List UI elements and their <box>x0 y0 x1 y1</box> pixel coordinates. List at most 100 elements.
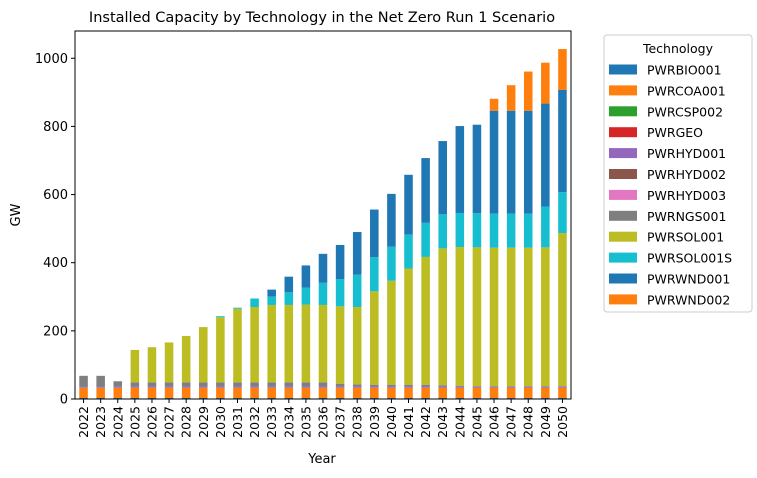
bar-segment-pwrngs001-2026 <box>148 382 157 386</box>
chart-title: Installed Capacity by Technology in the … <box>89 10 555 26</box>
bar-segment-pwrcoa001-2037 <box>336 388 345 398</box>
bar-segment-pwrsol001s-2045 <box>473 213 482 247</box>
bar-segment-pwrsol001s-2042 <box>421 223 430 257</box>
bar-segment-pwrsol001s-2049 <box>541 206 550 247</box>
bar-segment-pwrcoa001-2029 <box>199 388 208 398</box>
bar-segment-pwrhyd001-2043 <box>438 386 447 387</box>
bar-segment-pwrwnd001-2039 <box>370 210 379 258</box>
bar-segment-pwrsol001s-2043 <box>438 214 447 248</box>
y-tick-label: 400 <box>43 256 68 271</box>
bar-segment-pwrcoa001-2031 <box>233 388 242 398</box>
bar-segment-pwrsol001s-2044 <box>456 213 465 247</box>
legend-swatch-pwrsol001s <box>609 253 637 263</box>
legend-swatch-pwrhyd001 <box>609 148 637 158</box>
bar-segment-pwrwnd001-2036 <box>319 254 328 283</box>
legend-label-pwrgeo: PWRGEO <box>647 125 703 140</box>
bar-segment-pwrngs001-2024 <box>113 381 122 386</box>
bar-segment-pwrhyd001-2028 <box>182 386 191 387</box>
legend-label-pwrngs001: PWRNGS001 <box>647 209 726 224</box>
bar-segment-pwrsol001-2033 <box>267 305 276 382</box>
bar-segment-pwrsol001-2040 <box>387 281 396 385</box>
bar-segment-pwrngs001-2043 <box>438 385 447 386</box>
legend-swatch-pwrsol001 <box>609 232 637 242</box>
bar-segment-pwrhyd001-2022 <box>79 386 88 387</box>
x-tick-label: 2046 <box>487 406 502 438</box>
x-tick-label: 2027 <box>162 406 177 438</box>
bar-segment-pwrcoa001-2024 <box>113 388 122 398</box>
bar-segment-pwrcoa001-2036 <box>319 388 328 398</box>
bar-segment-pwrsol001s-2037 <box>336 279 345 306</box>
bar-segment-pwrsol001s-2036 <box>319 283 328 305</box>
bar-segment-pwrcoa001-2023 <box>96 388 105 398</box>
bar-segment-pwrngs001-2036 <box>319 382 328 386</box>
x-tick-label: 2048 <box>521 406 536 438</box>
bar-segment-pwrhyd001-2025 <box>131 386 140 387</box>
bar-segment-pwrsol001-2036 <box>319 305 328 382</box>
bar-segment-pwrhyd001-2049 <box>541 386 550 387</box>
bar-segment-pwrsol001-2044 <box>456 247 465 386</box>
bar-segment-pwrsol001s-2046 <box>490 214 499 248</box>
bar-segment-pwrsol001-2050 <box>558 233 567 386</box>
legend-swatch-pwrwnd001 <box>609 274 637 284</box>
legend-label-pwrwnd001: PWRWND001 <box>647 272 730 287</box>
bars-group <box>79 49 566 399</box>
bar-segment-pwrsol001-2031 <box>233 309 242 383</box>
bar-segment-pwrhyd001-2046 <box>490 386 499 387</box>
bar-segment-pwrsol001s-2033 <box>267 296 276 305</box>
bar-segment-pwrsol001-2038 <box>353 307 362 384</box>
x-tick-label: 2034 <box>281 406 296 438</box>
bar-segment-pwrhyd001-2033 <box>267 386 276 387</box>
y-tick-label: 200 <box>43 324 68 339</box>
bar-segment-pwrsol001-2041 <box>404 269 413 385</box>
legend-label-pwrhyd001: PWRHYD001 <box>647 146 726 161</box>
bar-segment-pwrngs001-2032 <box>250 382 259 386</box>
bar-segment-pwrcoa001-2047 <box>507 388 516 398</box>
x-tick-label: 2032 <box>247 406 262 438</box>
bar-segment-pwrhyd001-2026 <box>148 386 157 387</box>
bar-segment-pwrcoa001-2039 <box>370 388 379 398</box>
legend-swatch-pwrwnd002 <box>609 294 637 304</box>
bar-segment-pwrcoa001-2028 <box>182 388 191 398</box>
bar-segment-pwrwnd001-2044 <box>456 126 465 213</box>
bar-segment-pwrhyd001-2029 <box>199 386 208 387</box>
bar-segment-pwrsol001s-2048 <box>524 214 533 248</box>
bar-segment-pwrsol001-2045 <box>473 247 482 386</box>
bar-segment-pwrcoa001-2046 <box>490 388 499 398</box>
bar-segment-pwrwnd001-2046 <box>490 111 499 214</box>
bar-segment-pwrwnd001-2041 <box>404 175 413 235</box>
x-tick-label: 2026 <box>144 406 159 438</box>
legend-swatch-pwrhyd002 <box>609 169 637 179</box>
bar-segment-pwrcoa001-2040 <box>387 388 396 398</box>
bar-segment-pwrngs001-2040 <box>387 385 396 387</box>
x-tick-label: 2025 <box>127 406 142 438</box>
x-tick-label: 2033 <box>264 406 279 438</box>
bar-segment-pwrsol001-2025 <box>131 350 140 382</box>
x-tick-label: 2037 <box>333 406 348 438</box>
bar-segment-pwrsol001-2029 <box>199 327 208 382</box>
bar-segment-pwrhyd001-2041 <box>404 386 413 387</box>
x-tick-label: 2041 <box>401 406 416 438</box>
x-axis-label: Year <box>307 452 336 467</box>
x-tick-label: 2045 <box>469 406 484 438</box>
x-tick-label: 2028 <box>179 406 194 438</box>
bar-segment-pwrsol001-2030 <box>216 317 225 382</box>
legend-swatch-pwrhyd003 <box>609 190 637 200</box>
bar-segment-pwrngs001-2029 <box>199 382 208 386</box>
bar-segment-pwrhyd001-2045 <box>473 386 482 387</box>
bar-segment-pwrsol001-2042 <box>421 257 430 385</box>
bar-segment-pwrwnd001-2048 <box>524 111 533 214</box>
bar-segment-pwrsol001-2035 <box>302 305 311 383</box>
bar-segment-pwrhyd001-2024 <box>113 386 122 387</box>
bar-segment-pwrhyd001-2035 <box>302 386 311 387</box>
bar-segment-pwrcoa001-2050 <box>558 388 567 398</box>
bar-segment-pwrhyd001-2050 <box>558 386 567 387</box>
x-tick-label: 2022 <box>76 406 91 438</box>
bar-segment-pwrwnd001-2043 <box>438 141 447 214</box>
bar-segment-pwrngs001-2027 <box>165 382 174 386</box>
bar-segment-pwrcoa001-2043 <box>438 388 447 398</box>
bar-segment-pwrhyd001-2031 <box>233 386 242 387</box>
bar-segment-pwrwnd002-2050 <box>558 49 567 90</box>
y-axis-label: GW <box>9 203 24 226</box>
x-tick-label: 2043 <box>435 406 450 438</box>
